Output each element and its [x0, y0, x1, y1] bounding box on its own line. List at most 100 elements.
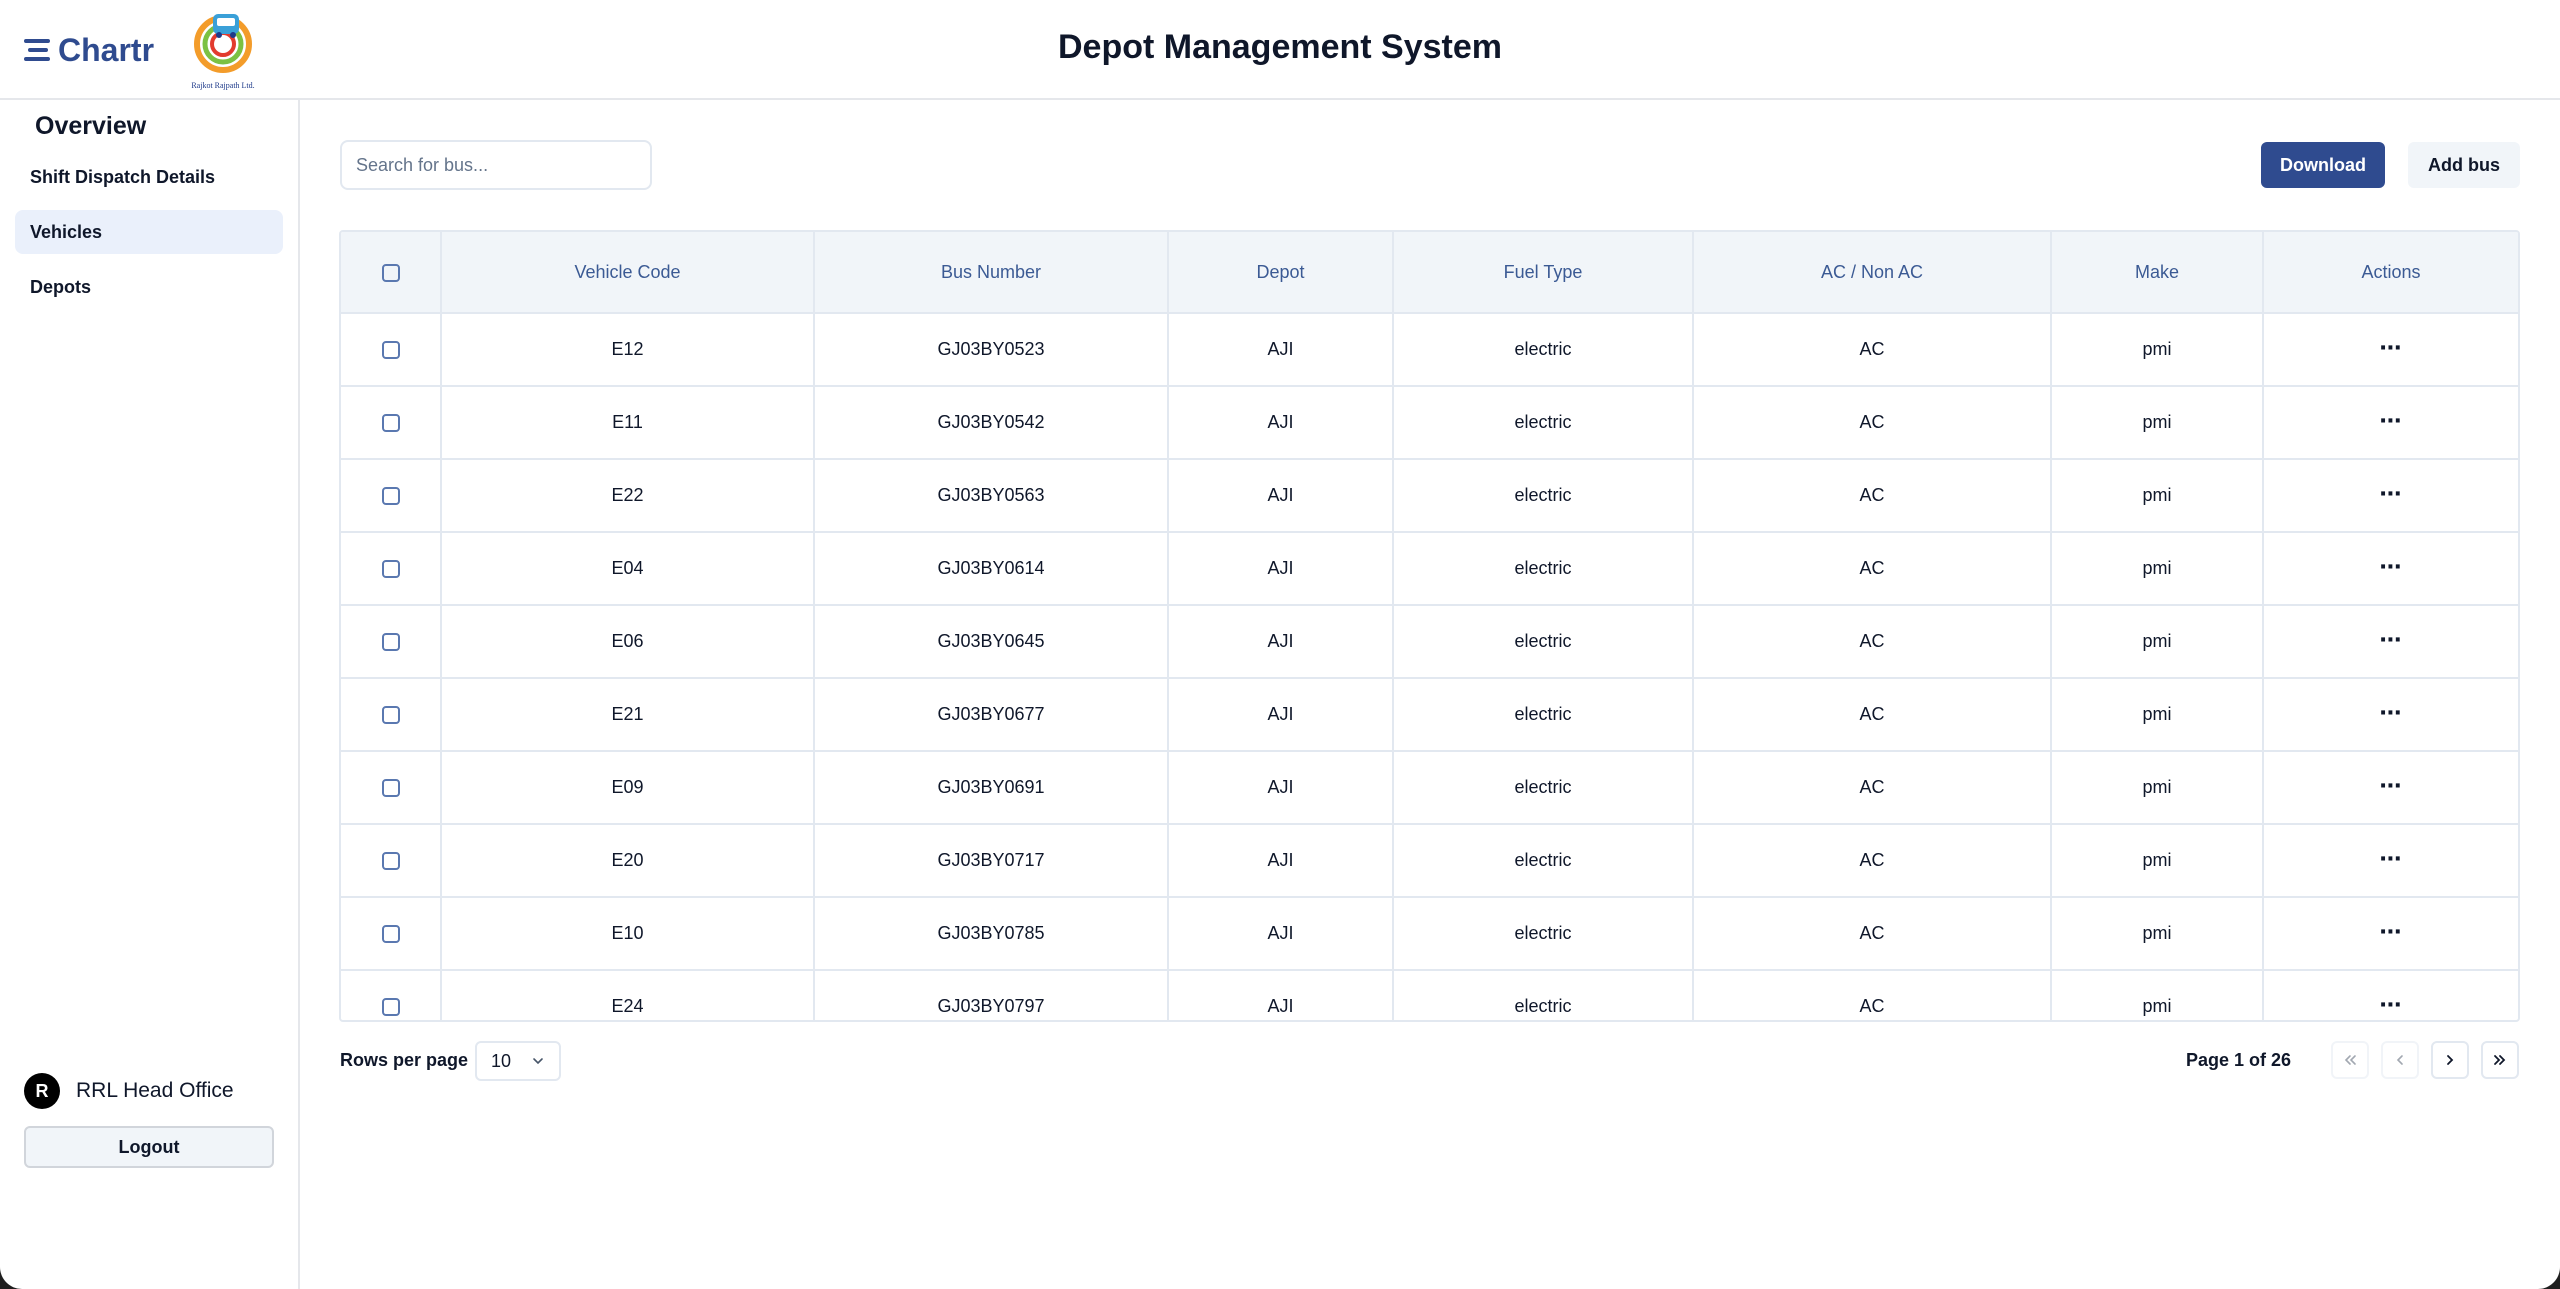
cell-fuel-type: electric	[1393, 386, 1694, 460]
add-bus-button[interactable]: Add bus	[2408, 142, 2520, 188]
first-page-button[interactable]	[2331, 1041, 2369, 1079]
download-button[interactable]: Download	[2261, 142, 2385, 188]
page-info: Page 1 of 26	[2186, 1050, 2292, 1070]
column-header-bus-number[interactable]: Bus Number	[814, 232, 1169, 314]
sidebar-item-depots[interactable]: Depots	[15, 265, 283, 309]
column-header-vehicle-code[interactable]: Vehicle Code	[441, 232, 815, 314]
table-row[interactable]: E11 GJ03BY0542 AJI electric AC pmi ⋯	[341, 386, 2518, 460]
cell-fuel-type: electric	[1393, 678, 1694, 752]
sidebar-item-label: Vehicles	[30, 221, 103, 242]
table-row[interactable]: E04 GJ03BY0614 AJI electric AC pmi ⋯	[341, 532, 2518, 606]
previous-page-button[interactable]	[2381, 1041, 2419, 1079]
row-select-cell	[341, 897, 442, 971]
row-select-cell	[341, 970, 442, 1020]
sidebar-item-vehicles[interactable]: Vehicles	[15, 210, 283, 254]
row-actions-cell: ⋯	[2263, 386, 2518, 460]
row-checkbox[interactable]	[381, 341, 400, 360]
cell-depot: AJI	[1168, 313, 1394, 387]
table-row[interactable]: E09 GJ03BY0691 AJI electric AC pmi ⋯	[341, 751, 2518, 825]
cell-ac-non-ac: AC	[1693, 751, 2052, 825]
row-actions-cell: ⋯	[2263, 313, 2518, 387]
cell-depot: AJI	[1168, 970, 1394, 1020]
cell-fuel-type: electric	[1393, 605, 1694, 679]
row-checkbox[interactable]	[381, 633, 400, 652]
cell-bus-number: GJ03BY0523	[814, 313, 1169, 387]
cell-vehicle-code: E11	[441, 386, 815, 460]
cell-bus-number: GJ03BY0785	[814, 897, 1169, 971]
more-actions-icon[interactable]: ⋯	[2379, 408, 2403, 433]
chevron-down-icon	[533, 1058, 543, 1065]
cell-vehicle-code: E04	[441, 532, 815, 606]
table-row[interactable]: E06 GJ03BY0645 AJI electric AC pmi ⋯	[341, 605, 2518, 679]
row-checkbox[interactable]	[381, 779, 400, 798]
cell-bus-number: GJ03BY0614	[814, 532, 1169, 606]
cell-vehicle-code: E22	[441, 459, 815, 533]
chevron-left-icon	[2396, 1055, 2403, 1065]
cell-vehicle-code: E24	[441, 970, 815, 1020]
cell-depot: AJI	[1168, 678, 1394, 752]
row-actions-cell: ⋯	[2263, 751, 2518, 825]
select-all-checkbox[interactable]	[381, 263, 400, 282]
chartr-logo[interactable]: Chartr	[24, 28, 154, 72]
table-row[interactable]: E20 GJ03BY0717 AJI electric AC pmi ⋯	[341, 824, 2518, 898]
row-checkbox[interactable]	[381, 414, 400, 433]
row-checkbox[interactable]	[381, 560, 400, 579]
column-header-depot[interactable]: Depot	[1168, 232, 1394, 314]
cell-depot: AJI	[1168, 532, 1394, 606]
cell-make: pmi	[2051, 678, 2264, 752]
more-actions-icon[interactable]: ⋯	[2379, 554, 2403, 579]
column-header-ac-non-ac[interactable]: AC / Non AC	[1693, 232, 2052, 314]
table-header-row: Vehicle Code Bus Number Depot Fuel Type …	[341, 232, 2518, 314]
more-actions-icon[interactable]: ⋯	[2379, 992, 2403, 1017]
cell-ac-non-ac: AC	[1693, 532, 2052, 606]
cell-vehicle-code: E20	[441, 824, 815, 898]
row-checkbox[interactable]	[381, 852, 400, 871]
more-actions-icon[interactable]: ⋯	[2379, 919, 2403, 944]
rows-per-page-select[interactable]: 10	[475, 1041, 561, 1081]
more-actions-icon[interactable]: ⋯	[2379, 846, 2403, 871]
rows-per-page-value: 10	[491, 1050, 512, 1071]
more-actions-icon[interactable]: ⋯	[2379, 481, 2403, 506]
table-row[interactable]: E21 GJ03BY0677 AJI electric AC pmi ⋯	[341, 678, 2518, 752]
table-row[interactable]: E12 GJ03BY0523 AJI electric AC pmi ⋯	[341, 313, 2518, 387]
more-actions-icon[interactable]: ⋯	[2379, 700, 2403, 725]
last-page-button[interactable]	[2481, 1041, 2519, 1079]
sidebar-item-shift-dispatch-details[interactable]: Shift Dispatch Details	[15, 155, 283, 199]
row-actions-cell: ⋯	[2263, 605, 2518, 679]
column-header-fuel-type[interactable]: Fuel Type	[1393, 232, 1694, 314]
row-checkbox[interactable]	[381, 706, 400, 725]
more-actions-icon[interactable]: ⋯	[2379, 773, 2403, 798]
next-page-button[interactable]	[2431, 1041, 2469, 1079]
more-actions-icon[interactable]: ⋯	[2379, 335, 2403, 360]
cell-bus-number: GJ03BY0563	[814, 459, 1169, 533]
cell-ac-non-ac: AC	[1693, 897, 2052, 971]
cell-fuel-type: electric	[1393, 532, 1694, 606]
table-row[interactable]: E22 GJ03BY0563 AJI electric AC pmi ⋯	[341, 459, 2518, 533]
row-checkbox[interactable]	[381, 487, 400, 506]
table-row[interactable]: E24 GJ03BY0797 AJI electric AC pmi ⋯	[341, 970, 2518, 1020]
cell-ac-non-ac: AC	[1693, 459, 2052, 533]
row-actions-cell: ⋯	[2263, 824, 2518, 898]
user-profile: R RRL Head Office	[24, 1073, 234, 1109]
cell-make: pmi	[2051, 532, 2264, 606]
row-checkbox[interactable]	[381, 998, 400, 1017]
row-checkbox[interactable]	[381, 925, 400, 944]
row-actions-cell: ⋯	[2263, 678, 2518, 752]
top-header: Chartr Rajkot Rajpath Ltd. Depot Managem…	[0, 0, 2560, 100]
column-header-make[interactable]: Make	[2051, 232, 2264, 314]
table-row[interactable]: E10 GJ03BY0785 AJI electric AC pmi ⋯	[341, 897, 2518, 971]
user-name: RRL Head Office	[76, 1079, 234, 1102]
row-actions-cell: ⋯	[2263, 970, 2518, 1020]
cell-make: pmi	[2051, 751, 2264, 825]
sidebar-item-label: Depots	[30, 276, 92, 297]
more-actions-icon[interactable]: ⋯	[2379, 627, 2403, 652]
search-input[interactable]	[340, 140, 652, 190]
cell-depot: AJI	[1168, 751, 1394, 825]
row-select-cell	[341, 313, 442, 387]
cell-vehicle-code: E09	[441, 751, 815, 825]
cell-bus-number: GJ03BY0691	[814, 751, 1169, 825]
cell-fuel-type: electric	[1393, 459, 1694, 533]
logout-button[interactable]: Logout	[24, 1126, 274, 1168]
cell-depot: AJI	[1168, 386, 1394, 460]
